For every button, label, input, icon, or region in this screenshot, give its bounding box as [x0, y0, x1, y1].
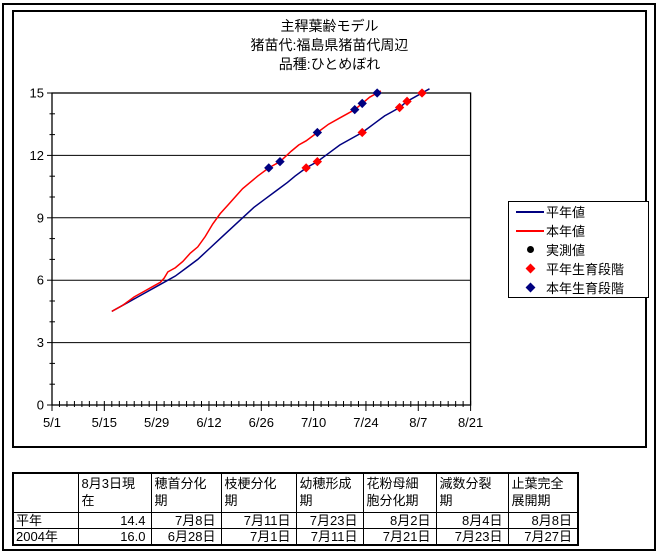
table-header-cell: [12, 472, 79, 513]
x-tick-label: 7/24: [353, 415, 378, 430]
legend-dot-icon: [514, 246, 546, 253]
table-header-cell: 枝梗分化 期: [220, 472, 297, 513]
table-cell: 7月27日: [507, 528, 579, 546]
legend-item-heinen-line: 平年値: [514, 202, 648, 221]
stage-marker-diamond: [350, 104, 360, 115]
series-line: [111, 88, 430, 313]
stage-marker-diamond: [275, 156, 285, 167]
legend-item-honen-line: 本年値: [514, 221, 648, 240]
chart-title: 主稈葉齢モデル 猪苗代:福島県猪苗代周辺 品種:ひとめぼれ: [14, 17, 645, 74]
chart-legend: 平年値本年値実測値平年生育段階 本年生育段階: [508, 201, 649, 298]
table-cell: 8月4日: [435, 512, 509, 529]
x-tick-label: 8/21: [458, 415, 483, 430]
chart-title-line2: 猪苗代:福島県猪苗代周辺: [250, 37, 409, 53]
y-tick-label: 9: [37, 210, 44, 225]
stage-marker-diamond: [301, 163, 311, 173]
table-cell: 7月11日: [295, 528, 364, 546]
table-header-cell: 8月3日現 在: [77, 472, 152, 513]
legend-item-jissoku: 実測値: [514, 240, 648, 259]
stage-marker-diamond: [372, 88, 382, 98]
legend-label: 平年値: [546, 205, 586, 220]
table-cell: 8月8日: [507, 512, 579, 529]
table-header-cell: 止葉完全 展開期: [507, 472, 579, 513]
y-tick-label: 15: [30, 86, 44, 101]
table-header-cell: 幼穂形成 期: [295, 472, 364, 513]
table-header-row: 8月3日現 在穂首分化 期枝梗分化 期幼穂形成 期花粉母細 胞分化期 減数分裂 期…: [12, 472, 579, 513]
table-row: 2004年 16.0 6月28日 7月1日 7月11日 7月21日 7月23日 7月27日: [12, 528, 579, 546]
table-cell: 7月23日: [295, 512, 364, 529]
leaf-age-plot: 0 3 6 9 12 15 5/1 5/15 5/29 6/12 6/26 7/10 7/24 8/7 8/…: [30, 86, 484, 431]
stage-marker-diamond: [312, 156, 323, 167]
x-tick-label: 8/7: [409, 415, 427, 430]
table-row: 平年 14.4 7月8日 7月11日 7月23日 8月2日 8月4日 8月8日: [12, 512, 579, 529]
chart-title-line1: 主稈葉齢モデル: [280, 18, 379, 34]
legend-label: 本年生育段階: [546, 281, 625, 296]
legend-label: 実測値: [546, 243, 586, 258]
stage-marker-diamond: [264, 163, 274, 173]
stage-marker-diamond: [357, 127, 367, 138]
plot-frame: [51, 92, 472, 406]
outer-border: [2, 3, 656, 551]
table-cell: 7月23日: [435, 528, 509, 546]
table-row-label: 平年: [12, 512, 79, 529]
y-tick-label: 12: [30, 148, 44, 163]
table-header-cell: 穂首分化 期: [150, 472, 222, 513]
legend-label: 本年値: [546, 224, 586, 239]
legend-item-heinen-stage: 平年生育段階: [514, 259, 648, 278]
y-tick-label: 3: [37, 335, 44, 350]
stage-marker-diamond: [357, 98, 367, 109]
legend-line-icon: [514, 210, 546, 213]
x-tick-label: 7/10: [301, 415, 326, 430]
stage-marker-diamond: [312, 127, 323, 138]
legend-diamond-icon: [514, 282, 546, 293]
x-tick-label: 5/1: [43, 415, 61, 430]
chart-title-line3: 品種:ひとめぼれ: [278, 56, 381, 72]
y-tick-label: 6: [37, 273, 44, 288]
table-cell: 16.0: [77, 528, 152, 546]
table-row-label: 2004年: [12, 528, 79, 546]
table-cell: 14.4: [77, 512, 152, 529]
x-tick-label: 5/29: [144, 415, 169, 430]
x-tick-label: 5/15: [92, 415, 117, 430]
x-tick-label: 6/26: [249, 415, 274, 430]
x-tick-label: 6/12: [196, 415, 221, 430]
table-cell: 7月11日: [220, 512, 297, 529]
table-cell: 8月2日: [362, 512, 437, 529]
legend-line-icon: [514, 229, 546, 232]
legend-label: 平年生育段階: [546, 262, 625, 277]
table-cell: 7月8日: [150, 512, 222, 529]
table-cell: 7月21日: [362, 528, 437, 546]
legend-diamond-icon: [514, 263, 546, 274]
table-cell: 7月1日: [220, 528, 297, 546]
series-line: [111, 90, 382, 313]
table-header-cell: 花粉母細 胞分化期: [362, 472, 437, 513]
stage-marker-diamond: [402, 96, 412, 106]
y-tick-label: 0: [37, 398, 44, 413]
table-header-cell: 減数分裂 期: [435, 472, 509, 513]
legend-item-honen-stage: 本年生育段階: [514, 278, 648, 297]
stage-marker-diamond: [417, 88, 427, 98]
table-cell: 6月28日: [150, 528, 222, 546]
phenology-table: 8月3日現 在穂首分化 期枝梗分化 期幼穂形成 期花粉母細 胞分化期 減数分裂 期…: [12, 472, 579, 546]
